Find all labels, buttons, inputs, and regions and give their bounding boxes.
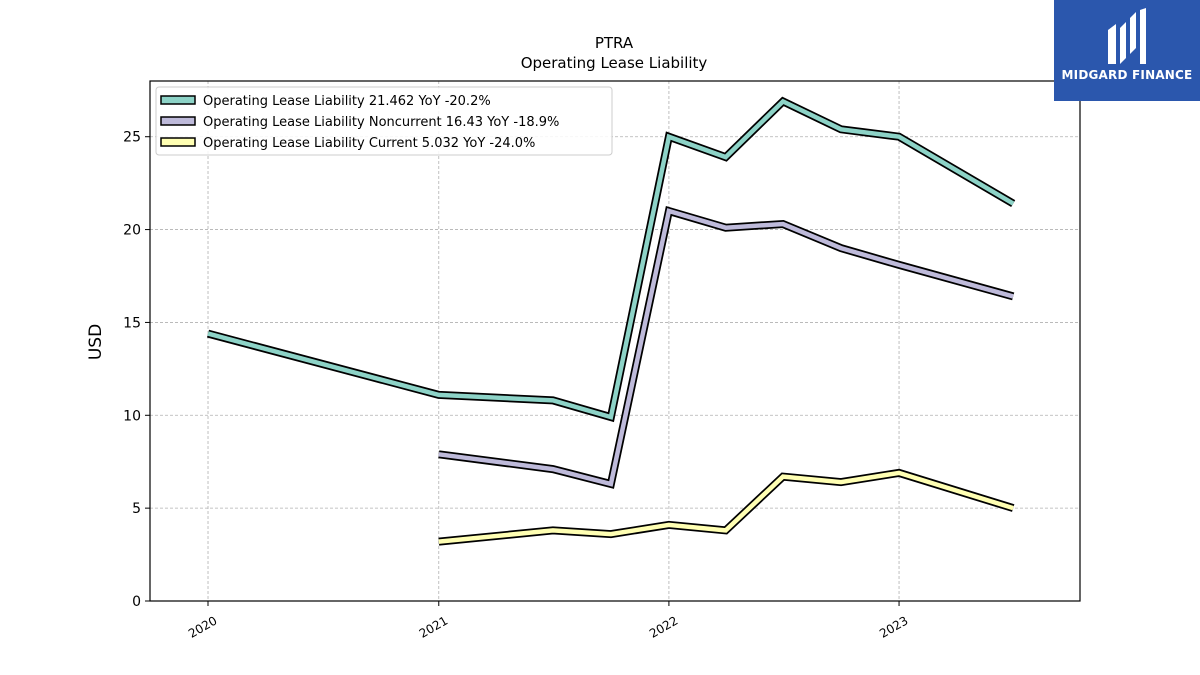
y-axis: 0 5 10 15 20 25 [123, 130, 150, 610]
y-tick-label: 20 [123, 223, 141, 239]
plot-area-frame [149, 80, 1081, 602]
y-tick-label: 10 [123, 408, 141, 424]
series-line-fill [438, 208, 1014, 487]
series-line [438, 468, 1015, 546]
series-line-fill [207, 98, 1015, 420]
legend-swatch [160, 137, 196, 147]
x-tick-label: 2023 [877, 613, 910, 640]
y-axis-label: USD [86, 324, 106, 360]
x-axis: 2020 2021 2022 2023 [186, 601, 911, 641]
legend-swatch [160, 95, 196, 105]
legend-entry: Operating Lease Liability Noncurrent 16.… [203, 115, 559, 130]
legend-swatch [160, 116, 196, 126]
legend-box [155, 86, 613, 156]
brand-logo: MIDGARD FINANCE [1054, 0, 1200, 101]
series-line-fill [438, 470, 1014, 544]
x-tick-label: 2020 [186, 613, 219, 640]
series-line [206, 96, 1016, 423]
y-tick-label: 15 [123, 315, 141, 331]
x-tick-label: 2021 [417, 613, 450, 640]
legend: Operating Lease Liability 21.462 YoY -20… [155, 86, 613, 156]
y-tick-label: 5 [132, 501, 141, 517]
chart-title: PTRA [595, 34, 634, 52]
y-tick-label: 0 [132, 594, 141, 610]
chart-subtitle: Operating Lease Liability [521, 54, 708, 72]
series-layer [206, 96, 1016, 546]
legend-entry: Operating Lease Liability Current 5.032 … [203, 136, 535, 151]
series-line-outline [438, 205, 1015, 489]
series-line [438, 205, 1015, 489]
y-tick-label: 25 [123, 130, 141, 146]
brand-logo-mark-icon [1108, 8, 1146, 64]
legend-entry: Operating Lease Liability 21.462 YoY -20… [203, 94, 491, 109]
brand-name: MIDGARD FINANCE [1061, 68, 1193, 82]
x-tick-label: 2022 [647, 613, 680, 640]
